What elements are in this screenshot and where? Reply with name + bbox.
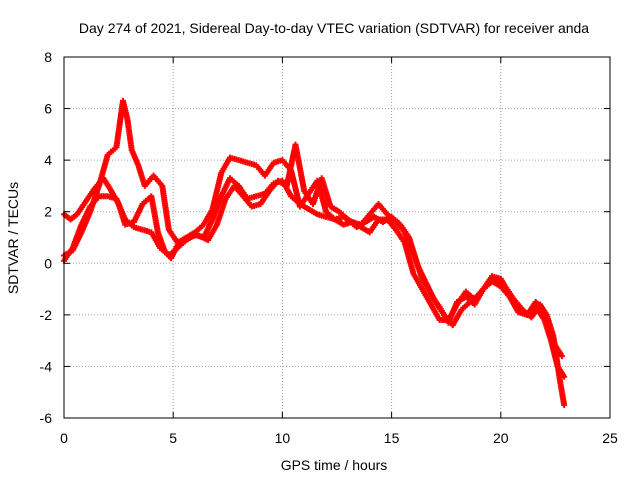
y-tick-label: -4 — [40, 358, 53, 374]
y-tick-label: 0 — [44, 255, 52, 271]
x-tick-label: 0 — [60, 430, 68, 446]
data-point — [558, 353, 565, 360]
x-tick-label: 5 — [169, 430, 177, 446]
x-tick-label: 25 — [602, 430, 618, 446]
data-point — [561, 373, 568, 380]
series-track-b — [61, 97, 568, 409]
y-tick-label: 6 — [44, 101, 52, 117]
series-track-c — [61, 175, 568, 380]
data-point — [561, 402, 568, 409]
plot-frame — [63, 56, 611, 419]
x-axis-label: GPS time / hours — [281, 457, 388, 473]
y-tick-label: 8 — [44, 49, 52, 65]
x-tick-label: 15 — [384, 430, 400, 446]
x-tick-label: 10 — [275, 430, 291, 446]
data-points — [61, 97, 568, 409]
axis-ticks: 0 5 10 15 20 25 -6 -4 -2 0 2 4 6 8 — [40, 49, 618, 446]
y-axis-label: SDTVAR / TECUs — [5, 182, 21, 294]
series-track-a — [61, 154, 565, 360]
y-tick-label: 4 — [44, 152, 52, 168]
y-tick-label: -6 — [40, 410, 53, 426]
x-tick-label: 20 — [493, 430, 509, 446]
y-tick-label: 2 — [44, 204, 52, 220]
y-tick-label: -2 — [40, 307, 53, 323]
grid-lines — [64, 57, 610, 418]
chart-title: Day 274 of 2021, Sidereal Day-to-day VTE… — [79, 20, 589, 36]
